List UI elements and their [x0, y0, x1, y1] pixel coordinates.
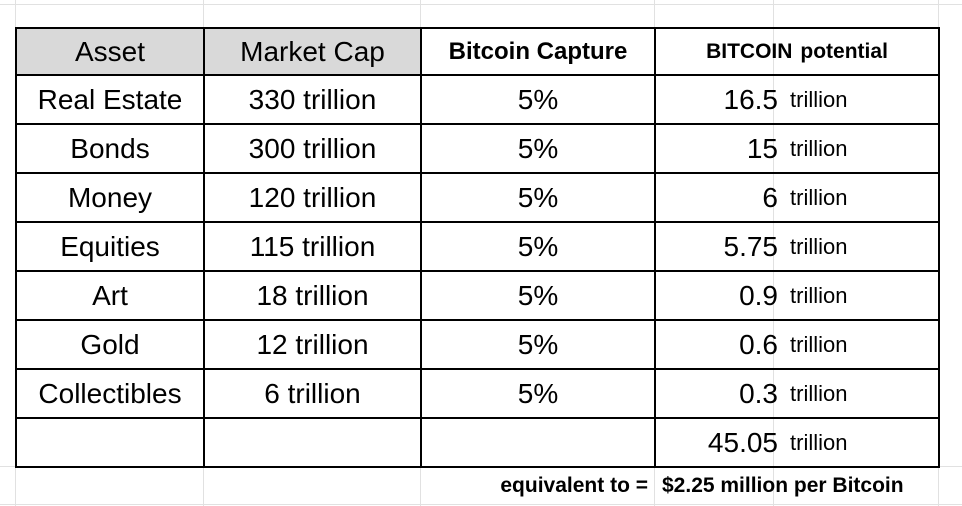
capture-cell[interactable]: 5%: [420, 270, 656, 321]
capture-cell[interactable]: 5%: [420, 74, 656, 125]
header-market-cap[interactable]: Market Cap: [203, 27, 422, 76]
empty-cell[interactable]: [15, 417, 205, 468]
total-cell[interactable]: [654, 417, 940, 468]
capture-cell[interactable]: 5%: [420, 172, 656, 223]
gridline: [773, 0, 774, 506]
gridline: [0, 504, 962, 505]
asset-cell[interactable]: Art: [15, 270, 205, 321]
potential-value: 0.3: [739, 377, 778, 409]
potential-unit: trillion: [790, 282, 848, 308]
capture-cell[interactable]: 5%: [420, 368, 656, 419]
market-cap-cell[interactable]: 18 trillion: [203, 270, 422, 321]
asset-cell[interactable]: Equities: [15, 221, 205, 272]
potential-unit: trillion: [790, 380, 848, 406]
header-text: potential: [800, 39, 888, 63]
total-value: 45.05: [707, 426, 778, 458]
asset-cell[interactable]: Bonds: [15, 123, 205, 174]
capture-cell[interactable]: 5%: [420, 221, 656, 272]
potential-value: 16.5: [723, 83, 779, 115]
header-bitcoin-potential[interactable]: BITCOIN potential: [654, 27, 940, 76]
market-cap-cell[interactable]: 330 trillion: [203, 74, 422, 125]
market-cap-cell[interactable]: 115 trillion: [203, 221, 422, 272]
capture-cell[interactable]: 5%: [420, 123, 656, 174]
asset-cell[interactable]: Real Estate: [15, 74, 205, 125]
potential-value: 0.9: [739, 279, 778, 311]
asset-cell[interactable]: Money: [15, 172, 205, 223]
empty-cell[interactable]: [203, 417, 422, 468]
header-text: BITCOIN: [706, 39, 793, 63]
potential-value: 15: [746, 132, 778, 164]
capture-cell[interactable]: 5%: [420, 319, 656, 370]
potential-unit: trillion: [790, 331, 848, 357]
equivalent-label: equivalent to =: [500, 474, 648, 497]
asset-cell[interactable]: Collectibles: [15, 368, 205, 419]
potential-value: 5.75: [723, 230, 779, 262]
header-asset[interactable]: Asset: [15, 27, 205, 76]
market-cap-cell[interactable]: 12 trillion: [203, 319, 422, 370]
market-cap-cell[interactable]: 300 trillion: [203, 123, 422, 174]
gridline: [0, 4, 962, 5]
potential-value: 6: [762, 181, 778, 213]
potential-unit: trillion: [790, 184, 848, 210]
potential-unit: trillion: [790, 135, 848, 161]
potential-unit: trillion: [790, 233, 848, 259]
potential-value: 0.6: [739, 328, 778, 360]
header-bitcoin-capture[interactable]: Bitcoin Capture: [420, 27, 656, 76]
asset-cell[interactable]: Gold: [15, 319, 205, 370]
market-cap-cell[interactable]: 6 trillion: [203, 368, 422, 419]
potential-unit: trillion: [790, 86, 848, 112]
market-cap-cell[interactable]: 120 trillion: [203, 172, 422, 223]
empty-cell[interactable]: [420, 417, 656, 468]
total-unit: trillion: [790, 429, 848, 455]
equivalent-value: $2.25 million per Bitcoin: [662, 474, 904, 497]
